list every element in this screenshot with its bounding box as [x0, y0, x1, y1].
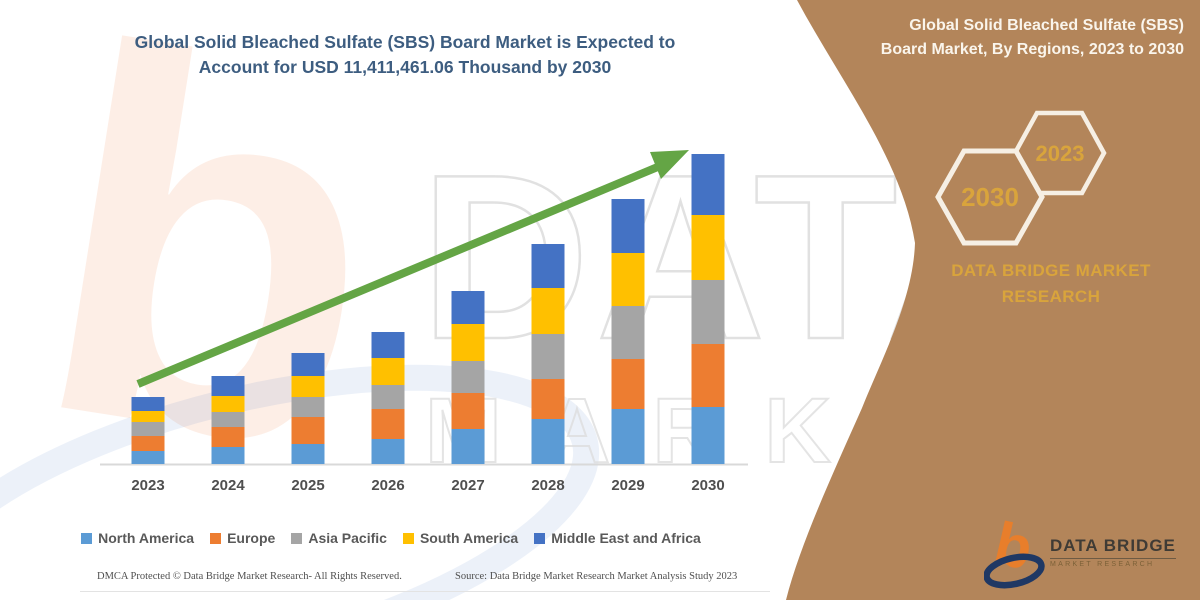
bar-segment-2023-north-america	[131, 451, 165, 464]
bar-segment-2024-asia-pacific	[211, 412, 245, 427]
legend-item-middle-east-and-africa: Middle East and Africa	[534, 530, 701, 546]
legend-swatch-icon	[402, 532, 414, 544]
legend-item-north-america: North America	[81, 530, 194, 546]
legend-label: Middle East and Africa	[551, 530, 701, 546]
bar-segment-2030-europe	[691, 344, 725, 407]
bar-segment-2028-europe	[531, 379, 565, 419]
legend-swatch-icon	[534, 532, 546, 544]
side-panel-shape	[786, 0, 1200, 600]
bar-segment-2030-south-america	[691, 215, 725, 280]
bar-segment-2028-asia-pacific	[531, 334, 565, 379]
bar-segment-2026-north-america	[371, 439, 405, 464]
bar-segment-2024-europe	[211, 427, 245, 447]
logo-b-icon: b	[988, 513, 1039, 583]
bar-segment-2028-north-america	[531, 419, 565, 464]
bar-segment-2025-middle-east-and-africa	[291, 353, 325, 376]
x-tick-2028: 2028	[531, 477, 565, 494]
page-title: Global Solid Bleached Sulfate (SBS) Boar…	[134, 32, 676, 78]
bar-segment-2027-north-america	[451, 429, 485, 464]
bar-segment-2023-middle-east-and-africa	[131, 397, 165, 411]
bar-segment-2030-middle-east-and-africa	[691, 154, 725, 215]
x-tick-2030: 2030	[691, 477, 725, 494]
footer-divider-line	[80, 591, 770, 592]
legend-label: North America	[98, 530, 195, 546]
logo-icon: b	[984, 513, 1045, 589]
bar-segment-2027-south-america	[451, 324, 485, 361]
x-tick-2029: 2029	[611, 477, 645, 494]
bar-segment-2028-south-america	[531, 288, 565, 334]
bar-segment-2025-south-america	[291, 376, 325, 397]
bar-segment-2026-europe	[371, 409, 405, 439]
bar-segment-2027-asia-pacific	[451, 361, 485, 393]
hexagon-2030-label: 2030	[961, 182, 1019, 212]
bar-segment-2023-asia-pacific	[131, 422, 165, 436]
bar-segment-2029-asia-pacific	[611, 306, 645, 359]
bar-segment-2029-south-america	[611, 253, 645, 306]
legend-item-south-america: South America	[402, 530, 519, 546]
bar-segment-2027-middle-east-and-africa	[451, 291, 485, 324]
bar-segment-2024-south-america	[211, 396, 245, 412]
hexagon-2023-label: 2023	[1036, 141, 1085, 166]
legend-swatch-icon	[210, 532, 222, 544]
legend-label: Europe	[227, 530, 276, 546]
bar-segment-2027-europe	[451, 393, 485, 429]
legend: North America Europe Asia Pacific South Ame…	[0, 530, 782, 546]
bar-segment-2025-europe	[291, 417, 325, 444]
x-tick-2026: 2026	[371, 477, 405, 494]
bar-segment-2030-asia-pacific	[691, 280, 725, 344]
bar-segment-2026-asia-pacific	[371, 385, 405, 409]
bars-group	[131, 154, 725, 464]
bar-segment-2029-europe	[611, 359, 645, 409]
bar-segment-2024-north-america	[211, 447, 245, 464]
footer-dmca-text: DMCA Protected © Data Bridge Market Rese…	[97, 571, 402, 582]
bar-segment-2030-north-america	[691, 407, 725, 464]
side-panel-title: Global Solid Bleached Sulfate (SBS) Boar…	[880, 17, 1184, 58]
bar-segment-2024-middle-east-and-africa	[211, 376, 245, 396]
logo-swoosh-icon	[984, 553, 1045, 589]
bar-segment-2026-south-america	[371, 358, 405, 385]
bar-segment-2023-europe	[131, 436, 165, 451]
bar-segment-2029-middle-east-and-africa	[611, 199, 645, 253]
brand-text: DATA BRIDGE MARKET RESEARCH	[951, 261, 1151, 307]
logo-name: DATA BRIDGE	[1050, 536, 1176, 559]
legend-label: South America	[419, 530, 519, 546]
logo-tagline: MARKET RESEARCH	[1050, 561, 1155, 568]
bar-segment-2028-middle-east-and-africa	[531, 244, 565, 288]
bar-segment-2023-south-america	[131, 411, 165, 422]
bar-segment-2025-asia-pacific	[291, 397, 325, 417]
bar-segment-2029-north-america	[611, 409, 645, 464]
trend-arrow-head-icon	[650, 150, 689, 179]
bar-segment-2026-middle-east-and-africa	[371, 332, 405, 358]
legend-label: Asia Pacific	[308, 530, 387, 546]
legend-swatch-icon	[81, 532, 93, 544]
x-tick-2024: 2024	[211, 477, 245, 494]
trend-arrow-line	[136, 162, 662, 388]
x-tick-2025: 2025	[291, 477, 325, 494]
legend-item-europe: Europe	[210, 530, 275, 546]
bar-segment-2025-north-america	[291, 444, 325, 464]
x-tick-2027: 2027	[451, 477, 485, 494]
x-tick-2023: 2023	[131, 477, 165, 494]
hexagon-2030-icon	[935, 148, 1045, 246]
footer-source-text: Source: Data Bridge Market Research Mark…	[455, 571, 738, 582]
legend-item-asia-pacific: Asia Pacific	[291, 530, 387, 546]
legend-swatch-icon	[291, 532, 303, 544]
logo: b DATA BRIDGE MARKET RESEARCH	[984, 510, 1184, 594]
